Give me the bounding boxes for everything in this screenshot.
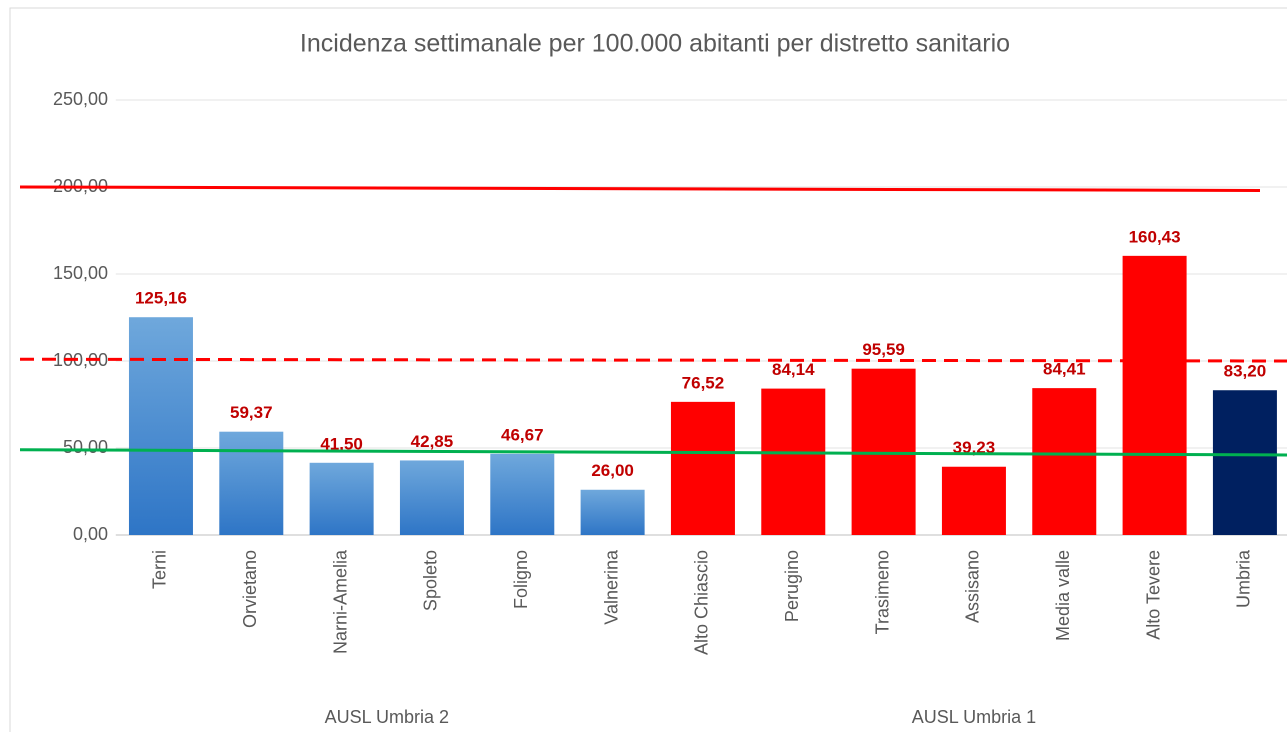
x-tick-label: Umbria <box>1234 549 1254 608</box>
x-tick-label: Media valle <box>1053 550 1073 641</box>
x-tick-label: Foligno <box>511 550 531 609</box>
y-tick-label: 50,00 <box>63 437 108 457</box>
bar <box>490 453 555 535</box>
x-tick-label: Perugino <box>782 550 802 622</box>
value-label: 76,52 <box>682 373 725 392</box>
bar <box>670 401 735 535</box>
bar <box>761 388 826 535</box>
x-tick-label: Spoleto <box>421 550 441 611</box>
x-tick-label: Trasimeno <box>872 550 892 634</box>
value-label: 59,37 <box>230 403 273 422</box>
value-label: 160,43 <box>1129 227 1181 246</box>
value-label: 125,16 <box>135 289 187 308</box>
x-tick-label: Alto Tevere <box>1143 550 1163 640</box>
y-tick-label: 250,00 <box>53 89 108 109</box>
value-label: 83,20 <box>1224 362 1267 381</box>
bar <box>219 431 284 535</box>
bar <box>1032 388 1097 535</box>
bar <box>128 317 193 535</box>
chart-border <box>9 7 1287 732</box>
value-label: 95,59 <box>862 340 905 359</box>
reference-line <box>19 185 1261 192</box>
bar <box>399 460 464 535</box>
x-tick-label: Assisano <box>963 550 983 623</box>
bar <box>1212 390 1277 535</box>
y-tick-label: 150,00 <box>53 263 108 283</box>
group-label: AUSL Umbria 1 <box>912 707 1036 727</box>
reference-line <box>19 448 1287 457</box>
x-tick-label: Orvietano <box>240 550 260 628</box>
y-tick-label: 100,00 <box>53 350 108 370</box>
value-label: 26,00 <box>591 461 634 480</box>
y-tick-label: 0,00 <box>73 524 108 544</box>
x-tick-label: Terni <box>150 550 170 589</box>
chart-title: Incidenza settimanale per 100.000 abitan… <box>300 30 1010 58</box>
value-label: 84,14 <box>772 360 815 379</box>
value-label: 41,50 <box>320 434 363 453</box>
group-label: AUSL Umbria 2 <box>325 707 449 727</box>
x-tick-label: Narni-Amelia <box>330 549 350 654</box>
value-label: 84,41 <box>1043 360 1086 379</box>
value-label: 46,67 <box>501 425 544 444</box>
bar <box>580 489 645 535</box>
x-tick-label: Valnerina <box>601 549 621 625</box>
bar <box>941 466 1006 535</box>
reference-line <box>19 357 1287 363</box>
x-tick-label: Alto Chiascio <box>692 550 712 655</box>
bar <box>1122 255 1187 535</box>
bar <box>309 462 374 535</box>
value-label: 42,85 <box>411 432 454 451</box>
